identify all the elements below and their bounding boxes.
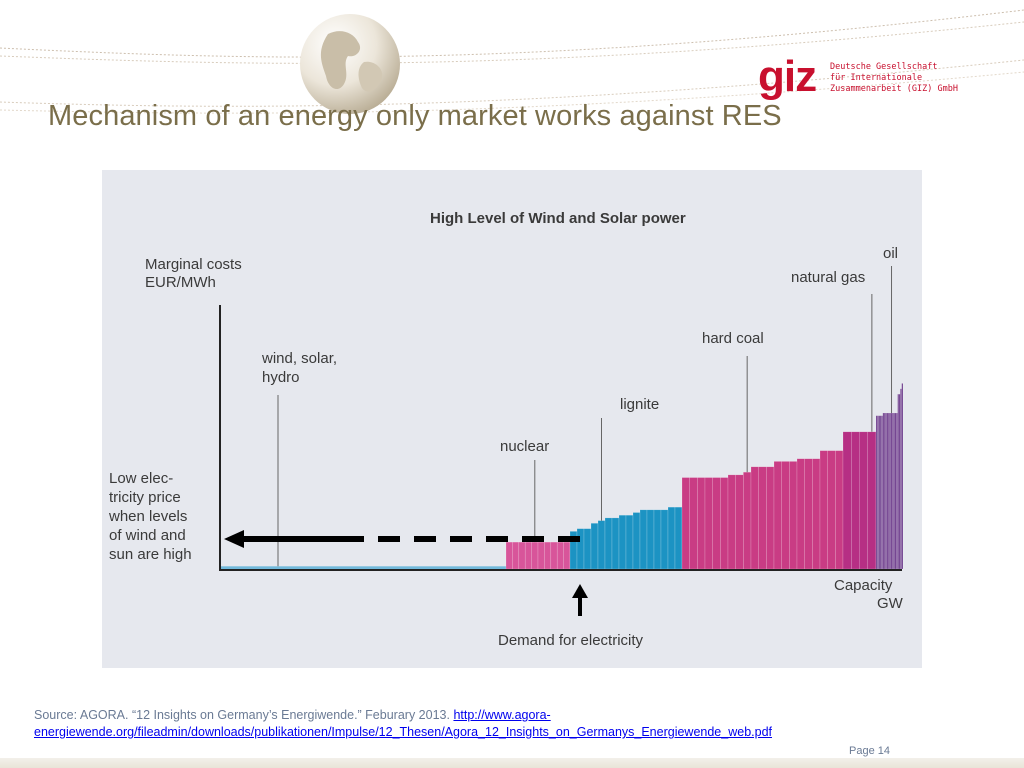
leader-lines-group: [277, 266, 893, 567]
demand-arrow-head: [572, 584, 588, 598]
bar-hard-coal-10: [750, 466, 759, 570]
wind-solar-hydro-label-line-2: hydro: [262, 369, 300, 386]
bar-hard-coal-17: [804, 458, 813, 570]
bar-lignite-8: [618, 514, 627, 570]
bar-hard-coal-15: [789, 461, 798, 570]
bar-hard-coal-19: [819, 450, 828, 570]
bar-hard-coal-9: [743, 471, 752, 570]
bar-hard-coal-20: [827, 450, 836, 570]
price-note-line-1: Low elec-: [109, 470, 173, 487]
bar-natural-gas-3: [859, 431, 868, 570]
bar-lignite-14: [660, 509, 669, 570]
bar-hard-coal-21: [835, 450, 844, 570]
bar-nuclear-3: [518, 541, 526, 570]
bar-lignite-10: [632, 512, 641, 570]
wind-solar-hydro-label-line-1: wind, solar,: [261, 350, 337, 367]
source-link[interactable]: http://www.agora-energiewende.org/filead…: [34, 708, 772, 739]
bar-hard-coal-13: [773, 461, 782, 570]
bar-oil-20: [901, 383, 904, 570]
page-number: Page 14: [849, 745, 890, 757]
bar-natural-gas-4: [867, 431, 877, 570]
price-arrow-head: [224, 530, 244, 548]
bar-hard-coal-2: [689, 477, 698, 570]
bars-group: [221, 383, 904, 570]
bar-hard-coal-18: [812, 458, 821, 570]
bar-lignite-16: [674, 506, 683, 570]
bar-hard-coal-5: [712, 477, 721, 570]
bar-nuclear-6: [537, 541, 545, 570]
bar-natural-gas-2: [851, 431, 860, 570]
y-axis-label-line-1: Marginal costs: [145, 256, 242, 273]
demand-arrow: [572, 584, 588, 616]
nuclear-label: nuclear: [500, 438, 549, 455]
chart-title: High Level of Wind and Solar power: [430, 210, 686, 227]
bar-hard-coal-8: [735, 474, 744, 570]
bar-natural-gas-1: [842, 431, 852, 570]
bar-hard-coal-14: [781, 461, 790, 570]
bar-lignite-5: [597, 520, 606, 570]
price-note-line-2: tricity price: [109, 489, 181, 506]
globe-icon: [300, 14, 400, 114]
bar-lignite-12: [646, 509, 655, 570]
bar-lignite-3: [583, 528, 592, 570]
bar-lignite-15: [667, 506, 676, 570]
bar-wind-solar-hydro-1: [221, 566, 506, 569]
bar-nuclear-9: [556, 541, 564, 570]
giz-logo-text: Deutsche Gesellschaft für Internationale…: [830, 62, 958, 95]
bar-hard-coal-7: [727, 474, 736, 570]
bar-hard-coal-12: [766, 466, 775, 570]
bar-lignite-13: [653, 509, 662, 570]
lignite-label: lignite: [620, 396, 659, 413]
giz-logo: giz Deutsche Gesellschaft für Internatio…: [758, 52, 958, 108]
oil-label: oil: [883, 245, 898, 262]
bar-nuclear-4: [524, 541, 532, 570]
source-text: Source: AGORA. “12 Insights on Germany’s…: [34, 708, 450, 722]
bar-lignite-6: [604, 517, 613, 570]
bar-lignite-7: [611, 517, 620, 570]
merit-order-chart-svg: High Level of Wind and Solar power Margi…: [108, 210, 904, 649]
bar-lignite-2: [576, 528, 585, 570]
bar-nuclear-7: [544, 541, 552, 570]
logo-line-2: für Internationale: [830, 73, 923, 83]
bar-nuclear-10: [563, 541, 571, 570]
logo-line-1: Deutsche Gesellschaft: [830, 62, 938, 72]
demand-label: Demand for electricity: [498, 632, 644, 649]
decorative-lines: [0, 9, 1024, 114]
natural-gas-label: natural gas: [791, 269, 865, 286]
footer-band: [0, 758, 1024, 768]
slide-title: Mechanism of an energy only market works…: [48, 100, 782, 132]
y-axis-label-line-2: EUR/MWh: [145, 274, 216, 291]
bar-hard-coal-6: [720, 477, 729, 570]
giz-logo-mark: giz: [758, 52, 817, 101]
logo-line-3: Zusammenarbeit (GIZ) GmbH: [830, 84, 958, 94]
bar-nuclear-8: [550, 541, 558, 570]
bar-hard-coal-16: [796, 458, 805, 570]
price-arrow: [224, 530, 585, 548]
bar-lignite-9: [625, 514, 634, 570]
hard-coal-label: hard coal: [702, 330, 764, 347]
bar-lignite-4: [590, 523, 599, 570]
bar-hard-coal-11: [758, 466, 767, 570]
bar-nuclear-5: [531, 541, 539, 570]
merit-order-chart: High Level of Wind and Solar power Margi…: [102, 170, 922, 668]
price-note-line-4: of wind and: [109, 527, 186, 544]
x-axis-label-line-2: GW: [877, 595, 904, 612]
bar-hard-coal-3: [697, 477, 706, 570]
bar-nuclear-1: [505, 541, 513, 570]
x-axis-label-line-1: Capacity: [834, 577, 893, 594]
bar-nuclear-2: [512, 541, 520, 570]
price-note-line-3: when levels: [108, 508, 187, 525]
source-citation: Source: AGORA. “12 Insights on Germany’s…: [34, 707, 914, 741]
bar-hard-coal-4: [704, 477, 713, 570]
bar-lignite-11: [639, 509, 648, 570]
price-note-line-5: sun are high: [109, 546, 192, 563]
bar-hard-coal-1: [681, 477, 690, 570]
